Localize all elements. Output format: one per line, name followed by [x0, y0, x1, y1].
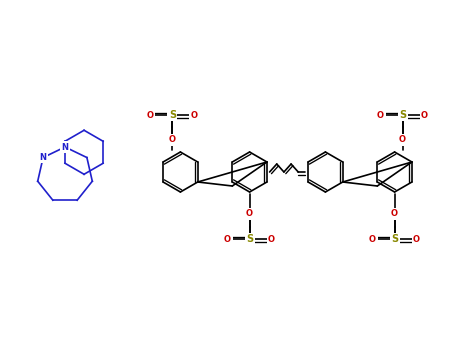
- Text: O: O: [246, 210, 253, 218]
- Text: S: S: [169, 110, 176, 120]
- Text: N: N: [61, 142, 69, 152]
- Text: O: O: [147, 111, 154, 119]
- Text: O: O: [421, 111, 428, 119]
- Text: O: O: [369, 234, 376, 244]
- Text: O: O: [413, 234, 420, 244]
- Text: N: N: [40, 153, 46, 162]
- Text: O: O: [391, 210, 398, 218]
- Text: O: O: [268, 234, 275, 244]
- Text: O: O: [399, 135, 406, 145]
- Text: O: O: [191, 111, 198, 119]
- Text: S: S: [391, 234, 398, 244]
- Text: O: O: [377, 111, 384, 119]
- Text: O: O: [224, 234, 231, 244]
- Text: S: S: [246, 234, 253, 244]
- Text: S: S: [399, 110, 406, 120]
- Text: O: O: [169, 135, 176, 145]
